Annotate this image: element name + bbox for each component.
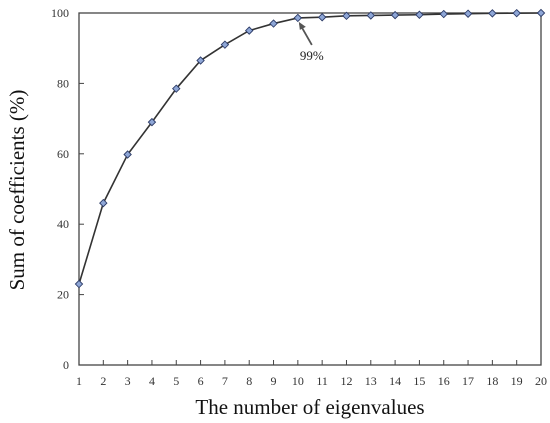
y-tick-label: 0 [63,358,69,372]
data-point [512,8,521,18]
data-point [317,12,327,22]
x-tick-label: 20 [535,374,547,388]
x-tick-label: 8 [246,374,252,388]
y-tick-label: 20 [57,288,69,302]
y-tick-label: 60 [57,147,69,161]
y-axis-title: Sum of coefficients (%) [5,90,29,291]
data-point [463,9,473,18]
data-point [366,11,376,20]
x-tick-label: 15 [413,374,425,388]
x-tick-label: 17 [462,374,474,388]
data-point [536,8,546,18]
y-tick-label: 40 [57,217,69,231]
x-tick-label: 2 [100,374,106,388]
x-tick-label: 4 [149,374,155,388]
data-point [244,26,254,35]
data-point [74,279,84,289]
x-tick-label: 9 [271,374,277,388]
data-point [342,11,351,21]
x-tick-label: 16 [438,374,450,388]
data-point [293,13,303,23]
x-tick-label: 7 [222,374,228,388]
data-point [220,40,230,49]
data-point [415,10,424,19]
x-tick-label: 10 [292,374,304,388]
data-point [99,198,108,208]
y-axis-ticks: 0 20 40 60 80 100 [51,6,84,372]
x-tick-label: 13 [365,374,377,388]
data-point [196,56,205,65]
data-point [390,10,400,20]
data-point [488,9,497,18]
plot-area-border [78,12,542,366]
data-point [147,117,157,127]
annotation-layer: 99% [298,21,324,63]
x-axis-title: The number of eigenvalues [195,395,424,419]
series-layer [74,8,546,289]
x-tick-label: 18 [486,374,498,388]
x-tick-label: 11 [316,374,328,388]
annotation-arrow-head [298,21,306,30]
x-tick-label: 1 [76,374,82,388]
annotation-label: 99% [300,48,324,63]
plot-frame [78,12,542,366]
data-point [269,19,278,28]
data-point [123,150,132,159]
x-tick-label: 5 [173,374,179,388]
x-tick-label: 3 [125,374,131,388]
x-tick-label: 6 [198,374,204,388]
data-point [172,84,181,93]
x-tick-label: 14 [389,374,401,388]
x-tick-label: 19 [511,374,523,388]
y-tick-label: 100 [51,6,69,20]
x-tick-label: 12 [340,374,352,388]
y-tick-label: 80 [57,76,69,90]
data-point [439,9,448,19]
x-axis-ticks: 1 2 3 4 5 6 7 8 9 10 11 12 13 14 15 16 17 18 19 20 [76,360,547,388]
